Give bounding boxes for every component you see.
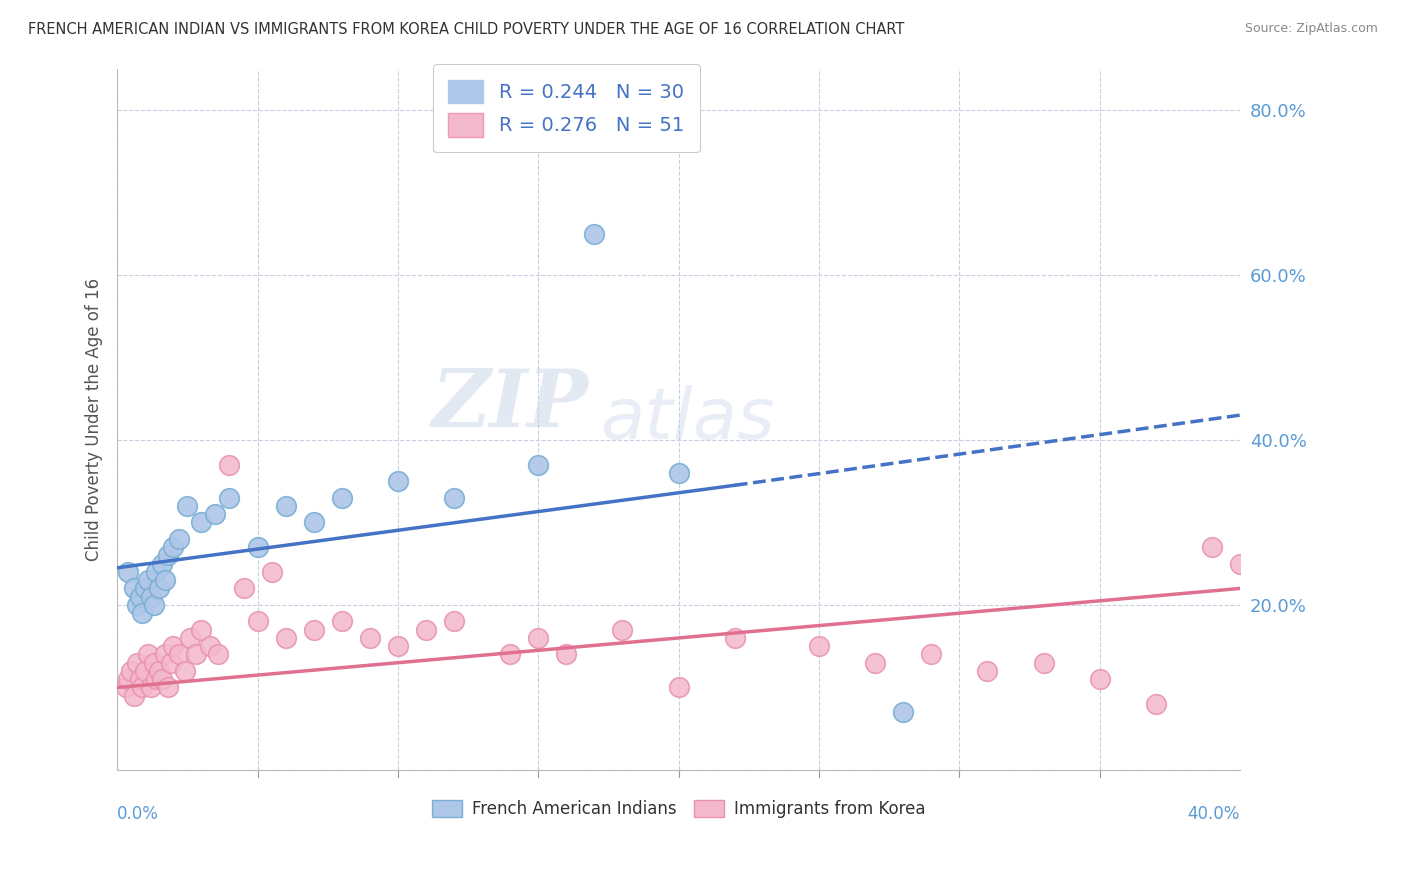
Point bbox=[260, 565, 283, 579]
Point bbox=[612, 623, 634, 637]
Point bbox=[156, 549, 179, 563]
Point bbox=[122, 582, 145, 596]
Point bbox=[117, 565, 139, 579]
Point bbox=[145, 565, 167, 579]
Point bbox=[668, 681, 690, 695]
Point bbox=[1201, 540, 1223, 554]
Legend: French American Indians, Immigrants from Korea: French American Indians, Immigrants from… bbox=[426, 793, 932, 825]
Point bbox=[668, 466, 690, 480]
Point bbox=[179, 631, 201, 645]
Text: FRENCH AMERICAN INDIAN VS IMMIGRANTS FROM KOREA CHILD POVERTY UNDER THE AGE OF 1: FRENCH AMERICAN INDIAN VS IMMIGRANTS FRO… bbox=[28, 22, 904, 37]
Point bbox=[167, 648, 190, 662]
Point bbox=[159, 656, 181, 670]
Point bbox=[976, 664, 998, 678]
Point bbox=[443, 615, 465, 629]
Point bbox=[499, 648, 522, 662]
Point bbox=[891, 705, 914, 719]
Point bbox=[807, 639, 830, 653]
Point bbox=[232, 582, 254, 596]
Point bbox=[198, 639, 221, 653]
Point bbox=[207, 648, 229, 662]
Point bbox=[128, 590, 150, 604]
Point bbox=[387, 474, 409, 488]
Point bbox=[246, 615, 269, 629]
Point bbox=[131, 606, 153, 620]
Point bbox=[184, 648, 207, 662]
Point bbox=[527, 458, 550, 472]
Point bbox=[122, 689, 145, 703]
Point bbox=[114, 681, 136, 695]
Point bbox=[142, 656, 165, 670]
Point bbox=[330, 615, 353, 629]
Point bbox=[190, 516, 212, 530]
Y-axis label: Child Poverty Under the Age of 16: Child Poverty Under the Age of 16 bbox=[86, 277, 103, 561]
Point bbox=[148, 582, 170, 596]
Point bbox=[176, 499, 198, 513]
Point bbox=[153, 648, 176, 662]
Point bbox=[302, 516, 325, 530]
Point bbox=[153, 573, 176, 587]
Point bbox=[136, 573, 159, 587]
Point bbox=[302, 623, 325, 637]
Point bbox=[148, 664, 170, 678]
Point bbox=[162, 639, 184, 653]
Point bbox=[1032, 656, 1054, 670]
Text: atlas: atlas bbox=[600, 384, 775, 454]
Point bbox=[246, 540, 269, 554]
Point bbox=[120, 664, 142, 678]
Point bbox=[136, 648, 159, 662]
Point bbox=[863, 656, 886, 670]
Point bbox=[920, 648, 942, 662]
Point bbox=[218, 458, 240, 472]
Point bbox=[173, 664, 195, 678]
Point bbox=[145, 672, 167, 686]
Point bbox=[583, 227, 606, 241]
Point bbox=[139, 590, 162, 604]
Point bbox=[204, 507, 226, 521]
Point bbox=[125, 656, 148, 670]
Point bbox=[190, 623, 212, 637]
Point bbox=[150, 672, 173, 686]
Point bbox=[162, 540, 184, 554]
Point bbox=[142, 598, 165, 612]
Point bbox=[134, 664, 156, 678]
Point bbox=[128, 672, 150, 686]
Point bbox=[387, 639, 409, 653]
Point bbox=[330, 491, 353, 505]
Point bbox=[167, 532, 190, 546]
Point bbox=[1088, 672, 1111, 686]
Text: 0.0%: 0.0% bbox=[117, 805, 159, 823]
Point bbox=[134, 582, 156, 596]
Point bbox=[1229, 557, 1251, 571]
Point bbox=[555, 648, 578, 662]
Point bbox=[527, 631, 550, 645]
Point bbox=[724, 631, 747, 645]
Point bbox=[125, 598, 148, 612]
Text: ZIP: ZIP bbox=[432, 367, 589, 444]
Point bbox=[274, 631, 297, 645]
Point bbox=[443, 491, 465, 505]
Point bbox=[139, 681, 162, 695]
Point bbox=[156, 681, 179, 695]
Point bbox=[1144, 697, 1167, 711]
Point bbox=[117, 672, 139, 686]
Point bbox=[359, 631, 381, 645]
Point bbox=[131, 681, 153, 695]
Point bbox=[274, 499, 297, 513]
Point bbox=[415, 623, 437, 637]
Point bbox=[150, 557, 173, 571]
Point bbox=[218, 491, 240, 505]
Text: Source: ZipAtlas.com: Source: ZipAtlas.com bbox=[1244, 22, 1378, 36]
Text: 40.0%: 40.0% bbox=[1188, 805, 1240, 823]
